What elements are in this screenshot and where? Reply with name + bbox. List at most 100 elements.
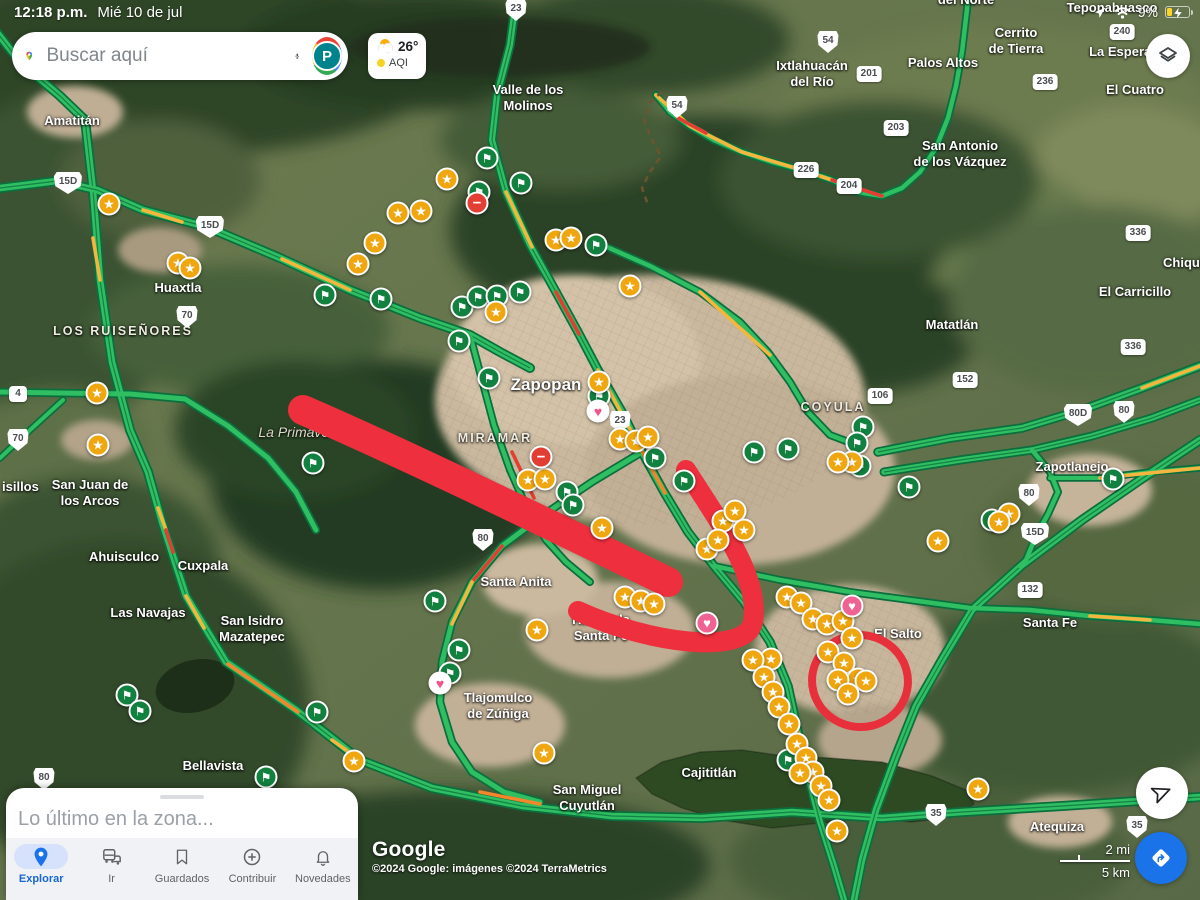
map-marker-star[interactable]: ★ xyxy=(484,300,508,324)
aqi-dot xyxy=(377,59,385,67)
map-marker-star[interactable]: ★ xyxy=(706,528,730,552)
tab-guardados[interactable]: Guardados xyxy=(147,838,217,900)
copyright-text: ©2024 Google: imágenes ©2024 TerraMetric… xyxy=(372,863,607,875)
map-label: Santa Anita xyxy=(480,574,552,589)
map-marker-star[interactable]: ★ xyxy=(590,516,614,540)
map-marker-star[interactable]: ★ xyxy=(636,425,660,449)
map-marker-flag[interactable]: ⚑ xyxy=(369,287,393,311)
map-marker-star[interactable]: ★ xyxy=(409,199,433,223)
map-label: El Carricillo xyxy=(1098,284,1172,299)
map-marker-flag[interactable]: ⚑ xyxy=(254,765,278,789)
map-marker-star[interactable]: ★ xyxy=(788,761,812,785)
bell-icon xyxy=(316,850,330,866)
layers-button[interactable] xyxy=(1146,34,1190,78)
bottom-sheet[interactable]: Lo último en la zona... Explorar Ir xyxy=(6,788,358,900)
map-marker-flag[interactable]: ⚑ xyxy=(509,171,533,195)
map-marker-heart[interactable]: ♥ xyxy=(586,399,610,423)
directions-button[interactable] xyxy=(1135,832,1187,884)
map-marker-flag[interactable]: ⚑ xyxy=(1101,467,1125,491)
tab-novedades[interactable]: Novedades xyxy=(288,838,358,900)
map-marker-star[interactable]: ★ xyxy=(532,741,556,765)
map-marker-star[interactable]: ★ xyxy=(817,788,841,812)
map-marker-star[interactable]: ★ xyxy=(732,518,756,542)
map-label: isillos xyxy=(2,479,39,494)
profile-avatar[interactable]: P xyxy=(312,37,342,75)
map-marker-flag[interactable]: ⚑ xyxy=(643,446,667,470)
map-marker-star[interactable]: ★ xyxy=(826,450,850,474)
map-marker-flag[interactable]: ⚑ xyxy=(776,437,800,461)
map-marker-flag[interactable]: ⚑ xyxy=(475,146,499,170)
map-marker-flag[interactable]: ⚑ xyxy=(305,700,329,724)
weather-widget[interactable]: 26° AQI xyxy=(368,33,426,79)
tab-contribuir[interactable]: Contribuir xyxy=(217,838,287,900)
map-marker-star[interactable]: ★ xyxy=(966,777,990,801)
map-marker-flag[interactable]: ⚑ xyxy=(447,638,471,662)
map-scale: 2 mi 5 km xyxy=(1060,842,1130,880)
map-marker-star[interactable]: ★ xyxy=(525,618,549,642)
search-input[interactable] xyxy=(44,44,294,68)
map-marker-star[interactable]: ★ xyxy=(85,381,109,405)
road-shield: 4 xyxy=(9,386,27,402)
directions-icon xyxy=(1152,849,1170,867)
map-label: Santa Fe xyxy=(1022,615,1078,630)
map-marker-star[interactable]: ★ xyxy=(386,201,410,225)
map-marker-star[interactable]: ★ xyxy=(825,819,849,843)
map-marker-star[interactable]: ★ xyxy=(363,231,387,255)
map-marker-flag[interactable]: ⚑ xyxy=(742,440,766,464)
map-marker-star[interactable]: ★ xyxy=(840,626,864,650)
map-marker-star[interactable]: ★ xyxy=(178,256,202,280)
map-marker-star[interactable]: ★ xyxy=(854,669,878,693)
map-marker-heart[interactable]: ♥ xyxy=(695,611,719,635)
map-marker-closed[interactable]: − xyxy=(529,445,553,469)
map-marker-star[interactable]: ★ xyxy=(342,749,366,773)
road-shield: 132 xyxy=(1017,582,1043,598)
map-marker-star[interactable]: ★ xyxy=(346,252,370,276)
share-location-button[interactable] xyxy=(1136,767,1188,819)
map-marker-flag[interactable]: ⚑ xyxy=(128,699,152,723)
road-shield: 54 xyxy=(817,31,839,53)
map-marker-star[interactable]: ★ xyxy=(836,682,860,706)
map-marker-heart[interactable]: ♥ xyxy=(428,671,452,695)
map-marker-star[interactable]: ★ xyxy=(97,192,121,216)
map-marker-flag[interactable]: ⚑ xyxy=(561,493,585,517)
map-label: Cajititlán xyxy=(681,765,737,780)
map-marker-star[interactable]: ★ xyxy=(926,529,950,553)
map-marker-star[interactable]: ★ xyxy=(618,274,642,298)
map-marker-star[interactable]: ★ xyxy=(533,467,557,491)
road-shield: 152 xyxy=(952,372,978,388)
map-marker-star[interactable]: ★ xyxy=(435,167,459,191)
map-marker-closed[interactable]: − xyxy=(465,191,489,215)
sheet-title: Lo último en la zona... xyxy=(18,808,214,830)
microphone-icon[interactable] xyxy=(294,45,301,67)
map-marker-flag[interactable]: ⚑ xyxy=(423,589,447,613)
status-time-date: 12:18 p.m. Mié 10 de jul xyxy=(14,4,182,21)
map-label: MIRAMAR xyxy=(457,431,533,445)
map-marker-flag[interactable]: ⚑ xyxy=(447,329,471,353)
map-marker-flag[interactable]: ⚑ xyxy=(672,469,696,493)
search-bar[interactable]: P xyxy=(12,32,348,80)
map-marker-flag[interactable]: ⚑ xyxy=(584,233,608,257)
map-marker-star[interactable]: ★ xyxy=(559,226,583,250)
tab-label: Explorar xyxy=(18,873,64,885)
tab-ir[interactable]: Ir xyxy=(76,838,146,900)
map-marker-star[interactable]: ★ xyxy=(642,592,666,616)
map-label: Huaxtla xyxy=(154,280,202,295)
map-marker-flag[interactable]: ⚑ xyxy=(313,283,337,307)
road-shield: 80 xyxy=(1113,401,1135,423)
map-marker-star[interactable]: ★ xyxy=(587,370,611,394)
road-shield: 15D xyxy=(53,172,83,194)
map-marker-star[interactable]: ★ xyxy=(987,510,1011,534)
map-marker-flag[interactable]: ⚑ xyxy=(508,280,532,304)
road-shield: 35 xyxy=(1126,816,1148,838)
map-marker-flag[interactable]: ⚑ xyxy=(477,366,501,390)
map-marker-flag[interactable]: ⚑ xyxy=(897,475,921,499)
map-marker-heart[interactable]: ♥ xyxy=(840,594,864,618)
road-shield: 35 xyxy=(925,804,947,826)
tab-explorar[interactable]: Explorar xyxy=(6,838,76,900)
sheet-drag-handle[interactable] xyxy=(160,795,204,799)
map-label: Cuxpala xyxy=(177,558,229,573)
map-marker-flag[interactable]: ⚑ xyxy=(301,451,325,475)
map-marker-star[interactable]: ★ xyxy=(86,433,110,457)
